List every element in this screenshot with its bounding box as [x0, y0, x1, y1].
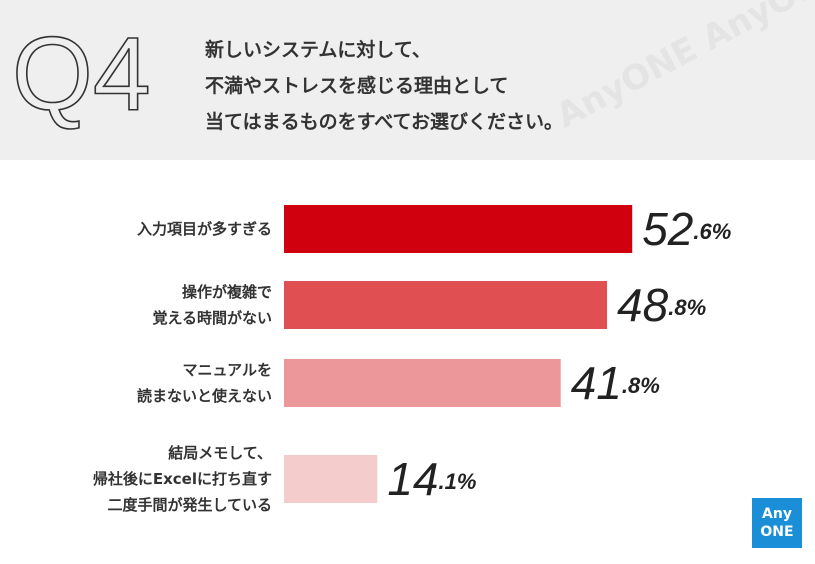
category-label: 結局メモして、帰社後にExcelに打ち直す二度手間が発生している: [93, 444, 272, 514]
value-label: 52.6%: [642, 203, 731, 255]
value-label-minor: .8%: [622, 373, 660, 398]
bar: [284, 281, 608, 329]
category-line: 読まないと使えない: [137, 387, 272, 405]
question-number: Q4: [12, 16, 151, 132]
value-label-main: 52: [642, 203, 693, 255]
category-label: 入力項目が多すぎる: [137, 220, 272, 238]
bar: [284, 205, 633, 253]
category-line: 操作が複雑で: [182, 283, 272, 301]
logo: [752, 498, 802, 548]
value-label-minor: .6%: [693, 219, 731, 244]
value-label-main: 48: [617, 279, 669, 331]
category-label: マニュアルを読まないと使えない: [137, 361, 272, 405]
logo-text: ONE: [760, 524, 793, 540]
logo-text: Any: [762, 506, 792, 522]
category-line: 覚える時間がない: [152, 309, 272, 327]
bar: [284, 455, 378, 503]
value-label-main: 14: [387, 453, 438, 505]
value-label-main: 41: [571, 357, 622, 409]
question-text: 新しいシステムに対して、不満やストレスを感じる理由として当てはまるものをすべてお…: [205, 38, 563, 133]
value-label: 48.8%: [617, 279, 706, 331]
question-line: 不満やストレスを感じる理由として: [205, 74, 508, 97]
bar: [284, 359, 561, 407]
question-line: 新しいシステムに対して、: [205, 38, 431, 61]
category-label: 操作が複雑で覚える時間がない: [152, 283, 272, 327]
question-line: 当てはまるものをすべてお選びください。: [205, 110, 563, 133]
category-line: 帰社後にExcelに打ち直す: [93, 470, 272, 488]
value-label-minor: .8%: [668, 295, 706, 320]
category-line: 結局メモして、: [168, 444, 272, 462]
category-line: マニュアルを: [182, 361, 272, 379]
value-label: 14.1%: [387, 453, 476, 505]
question: 新しいシステムに対して、不満やストレスを感じる理由として当てはまるものをすべてお…: [205, 38, 563, 133]
value-label: 41.8%: [571, 357, 660, 409]
category-line: 二度手間が発生している: [107, 496, 272, 514]
header-band: [0, 0, 815, 160]
value-label-minor: .1%: [439, 469, 477, 494]
category-line: 入力項目が多すぎる: [137, 220, 272, 238]
